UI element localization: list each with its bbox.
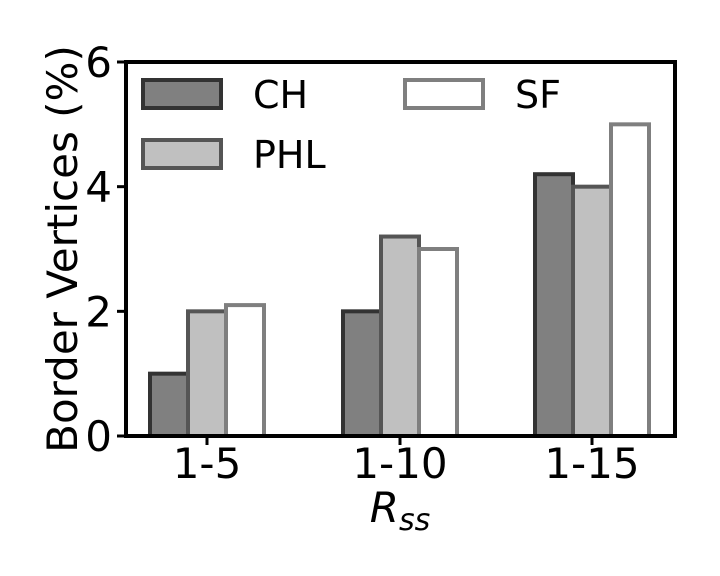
x-axis-label: Rss	[370, 483, 430, 538]
y-axis-label: Border Vertices (%)	[38, 45, 87, 453]
bar-phl-1-15	[571, 184, 613, 438]
x-tick-label: 1-5	[173, 439, 242, 488]
legend-label-phl: PHL	[253, 133, 326, 177]
legend-label-sf: SF	[515, 73, 561, 117]
x-axis-label-main: R	[370, 483, 399, 532]
legend: CH PHL SF	[141, 73, 561, 177]
bar-sf-1-10	[417, 247, 459, 438]
legend-label-ch: CH	[253, 73, 308, 117]
bar-phl-1-5	[186, 309, 228, 439]
bar-phl-1-10	[379, 234, 421, 438]
bar-ch-1-15	[533, 172, 575, 438]
bar-sf-1-15	[609, 122, 651, 438]
bars-layer	[148, 122, 651, 439]
y-axis-ticks: 0 2 4 6	[85, 38, 126, 461]
y-tick-label: 0	[85, 412, 112, 461]
legend-swatch-phl	[141, 138, 223, 170]
y-tick-label: 2	[85, 287, 112, 336]
x-tick-label: 1-10	[352, 439, 447, 488]
legend-swatch-sf	[403, 78, 485, 110]
bar-sf-1-5	[224, 303, 266, 438]
bar-ch-1-5	[148, 371, 190, 438]
x-tick-label: 1-15	[544, 439, 639, 488]
x-axis-label-subscript: ss	[399, 503, 430, 538]
legend-swatch-ch	[141, 78, 223, 110]
y-tick-label: 4	[85, 163, 112, 212]
bar-ch-1-10	[341, 309, 383, 439]
y-tick-label: 6	[85, 38, 112, 87]
x-axis-ticks: 1-5 1-10 1-15	[173, 436, 640, 488]
